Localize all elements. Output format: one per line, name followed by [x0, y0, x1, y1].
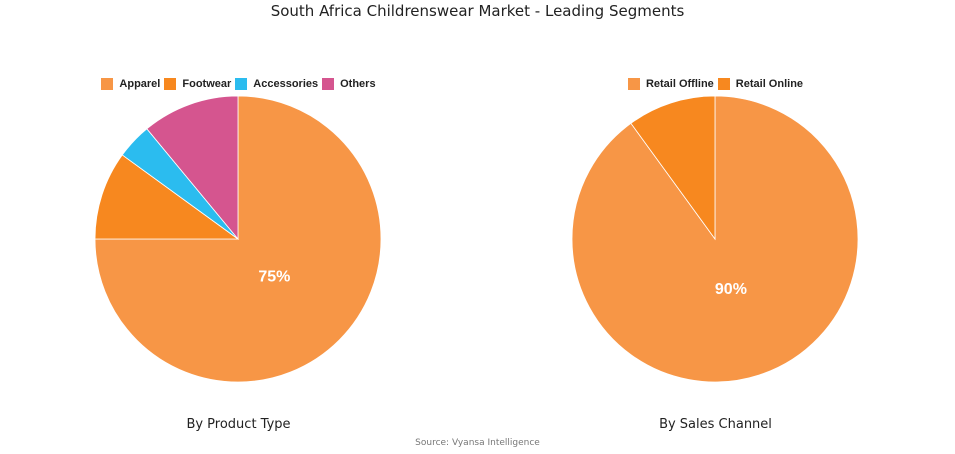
legend-item: Retail Online: [717, 78, 804, 90]
legend-label: Retail Online: [735, 78, 804, 90]
sales-channel-subtitle: By Sales Channel: [659, 417, 772, 432]
pie-slice-apparel: [94, 95, 382, 383]
legend-swatch: [235, 78, 248, 90]
legend-label: Accessories: [253, 78, 319, 90]
chart-title: South Africa Childrenswear Market - Lead…: [270, 2, 685, 20]
legend-label: Retail Offline: [645, 78, 714, 90]
source-note: Source: Vyansa Intelligence: [415, 438, 540, 448]
legend-label: Apparel: [119, 78, 161, 90]
legend-label: Others: [340, 78, 376, 90]
legend-item: Apparel: [101, 78, 160, 90]
legend: Retail Offline Retail Online: [477, 78, 954, 90]
legend-swatch: [322, 78, 335, 90]
legend-item: Retail Offline: [627, 78, 714, 90]
legend-item: Footwear: [164, 78, 231, 90]
pie-data-label: 90%: [715, 281, 747, 298]
legend-swatch: [717, 78, 730, 90]
pie-data-label: 75%: [258, 268, 290, 285]
pie-slice-others: [146, 95, 239, 241]
pie-svg: 90%: [571, 95, 859, 383]
product-type-subtitle: By Product Type: [186, 417, 291, 432]
legend: Apparel Footwear Accessories Others: [0, 78, 477, 90]
legend-item: Others: [322, 78, 376, 90]
sales-channel-chart: Retail Offline Retail Online 90%: [477, 72, 954, 402]
pie-svg: 75%: [94, 95, 382, 383]
legend-label: Footwear: [182, 78, 232, 90]
legend-item: Accessories: [235, 78, 318, 90]
legend-swatch: [627, 78, 640, 90]
pie-slice-retail-online: [630, 95, 716, 241]
legend-swatch: [101, 78, 114, 90]
product-type-chart: Apparel Footwear Accessories Others 75%: [0, 72, 477, 402]
legend-swatch: [164, 78, 177, 90]
pie-slice-footwear: [94, 154, 240, 240]
